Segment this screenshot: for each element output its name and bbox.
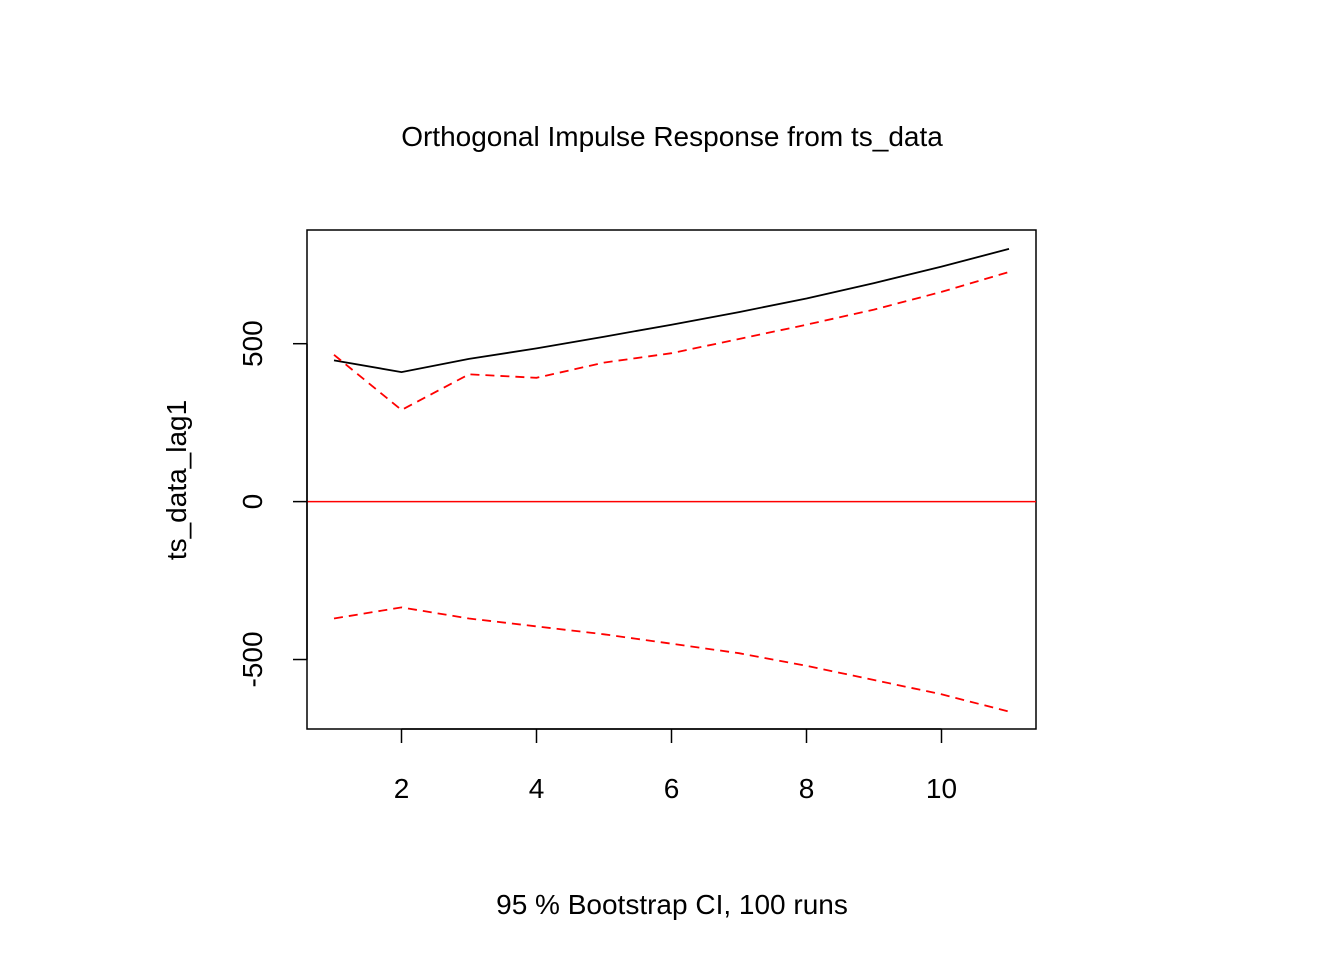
x-axis: 2 4 6 8 10 bbox=[394, 728, 957, 804]
x-tick-label: 8 bbox=[799, 773, 815, 804]
x-tick-label: 6 bbox=[664, 773, 680, 804]
plot-frame bbox=[306, 229, 1037, 730]
y-axis-label: ts_data_lag1 bbox=[161, 400, 192, 560]
x-tick-label: 10 bbox=[926, 773, 957, 804]
y-tick-label: 500 bbox=[237, 320, 268, 367]
plot-marks bbox=[307, 248, 1036, 713]
y-tick-label: -500 bbox=[237, 631, 268, 687]
x-tick-label: 4 bbox=[529, 773, 545, 804]
upper-ci-line bbox=[333, 271, 1010, 412]
y-axis: -500 0 500 bbox=[237, 320, 308, 688]
chart-title: Orthogonal Impulse Response from ts_data bbox=[401, 121, 943, 152]
y-tick-label: 0 bbox=[237, 494, 268, 510]
lower-ci-line bbox=[333, 606, 1010, 713]
response-line bbox=[333, 248, 1010, 374]
x-axis-label: 95 % Bootstrap CI, 100 runs bbox=[496, 889, 848, 920]
x-tick-label: 2 bbox=[394, 773, 410, 804]
